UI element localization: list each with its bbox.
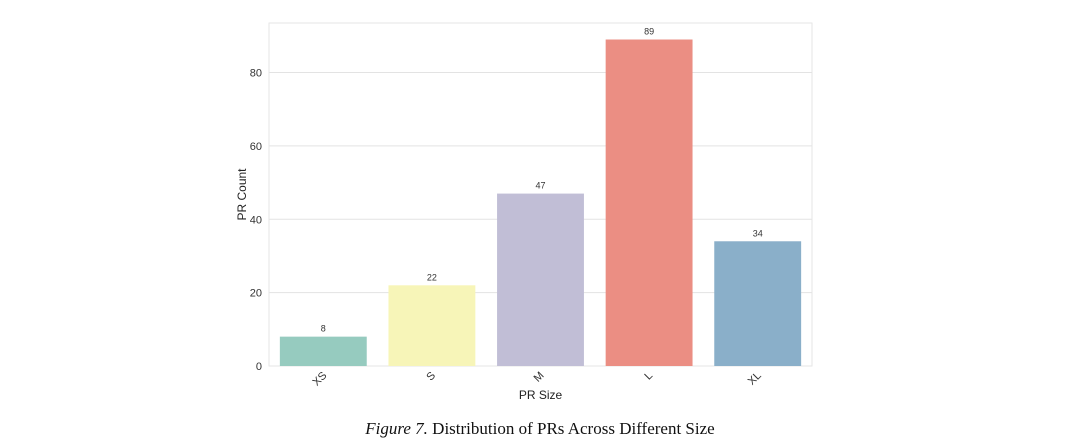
- bar-value-label: 34: [753, 228, 763, 238]
- bar-value-label: 22: [427, 272, 437, 282]
- bar-value-labels: 8 22 47 89 34: [321, 27, 763, 334]
- x-tick-label: L: [642, 370, 655, 383]
- bar-xs: [279, 336, 367, 366]
- y-tick-label: 40: [250, 214, 262, 226]
- y-tick-label: 80: [250, 68, 262, 80]
- x-tick-label: XS: [311, 370, 330, 389]
- bar-xl: [714, 241, 802, 366]
- figure-caption-text: Distribution of PRs Across Different Siz…: [427, 419, 715, 438]
- x-axis-title: PR Size: [519, 388, 563, 402]
- bar-l: [605, 39, 693, 366]
- bars: [279, 39, 802, 366]
- bar-value-label: 47: [535, 181, 545, 191]
- figure-caption-prefix: Figure 7.: [365, 419, 428, 438]
- y-tick-label: 0: [256, 361, 262, 373]
- bar-chart: 0 20 40 60 80 8 22 47 89 34 XS S M L XL PR Size PR C…: [235, 22, 813, 402]
- bar-m: [497, 193, 584, 366]
- figure-caption: Figure 7. Distribution of PRs Across Dif…: [0, 419, 1080, 439]
- y-tick-label: 20: [250, 288, 262, 300]
- x-tick-label: S: [424, 370, 438, 384]
- bar-s: [388, 285, 476, 366]
- bar-value-label: 89: [644, 27, 654, 37]
- x-tick-labels: XS S M L XL: [311, 370, 764, 389]
- x-tick-label: XL: [746, 370, 764, 388]
- x-tick-label: M: [532, 370, 547, 385]
- bar-value-label: 8: [321, 324, 326, 334]
- y-tick-label: 60: [250, 141, 262, 153]
- y-axis-title: PR Count: [235, 168, 249, 221]
- y-tick-labels: 0 20 40 60 80: [250, 68, 262, 373]
